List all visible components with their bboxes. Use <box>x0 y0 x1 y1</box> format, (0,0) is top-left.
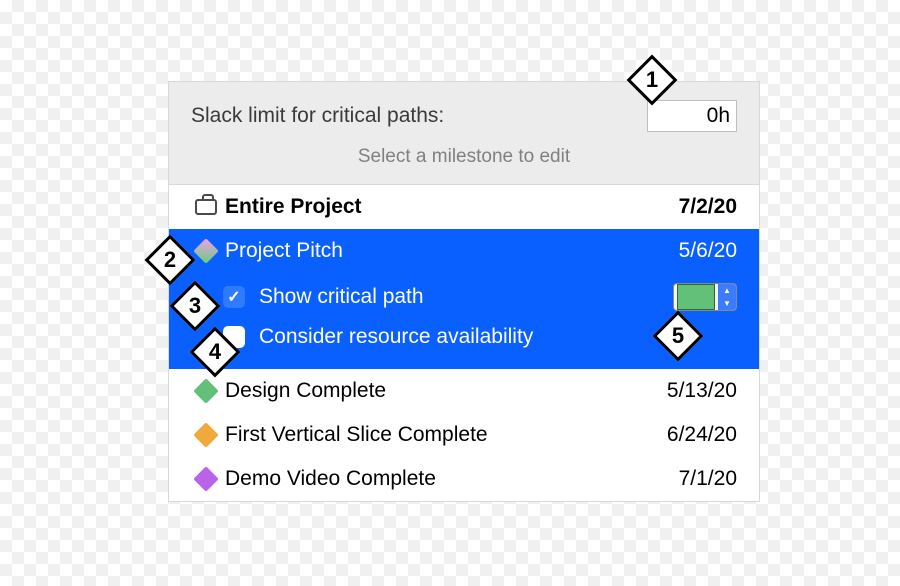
milestone-date: 5/6/20 <box>679 239 737 263</box>
milestone-row-demo-video[interactable]: Demo Video Complete 7/1/20 <box>169 457 759 501</box>
milestone-label: Entire Project <box>225 195 679 219</box>
option-label: Show critical path <box>259 285 424 309</box>
popup-stepper-icon: ▲▼ <box>718 284 736 310</box>
checkbox-show-critical-path[interactable]: ✓ <box>223 286 245 308</box>
milestone-label: Project Pitch <box>225 239 679 263</box>
slack-limit-label: Slack limit for critical paths: <box>191 104 444 128</box>
check-icon: ✓ <box>227 287 240 307</box>
diamond-icon <box>187 382 225 400</box>
milestone-date: 6/24/20 <box>667 423 737 447</box>
slack-limit-row: Slack limit for critical paths: <box>191 100 737 132</box>
briefcase-icon <box>187 199 225 215</box>
critical-path-color-popup[interactable]: ▲▼ <box>673 283 737 311</box>
panel-subhead: Select a milestone to edit <box>191 146 737 168</box>
diamond-icon <box>187 470 225 488</box>
milestones-panel: Slack limit for critical paths: Select a… <box>168 81 760 502</box>
milestone-date: 7/1/20 <box>679 467 737 491</box>
callout-4: 4 <box>195 332 235 372</box>
milestone-row-first-vertical-slice[interactable]: First Vertical Slice Complete 6/24/20 <box>169 413 759 457</box>
callout-1: 1 <box>632 60 672 100</box>
milestone-date: 7/2/20 <box>679 195 737 219</box>
milestone-row-entire-project[interactable]: Entire Project 7/2/20 <box>169 185 759 229</box>
slack-limit-input[interactable] <box>647 100 737 132</box>
milestone-label: Demo Video Complete <box>225 467 679 491</box>
milestone-row-project-pitch[interactable]: Project Pitch 5/6/20 <box>169 229 759 273</box>
milestone-row-design-complete[interactable]: Design Complete 5/13/20 <box>169 369 759 413</box>
milestone-label: First Vertical Slice Complete <box>225 423 667 447</box>
color-swatch <box>677 284 715 310</box>
option-label: Consider resource availability <box>259 325 533 349</box>
callout-5: 5 <box>658 316 698 356</box>
callout-3: 3 <box>175 286 215 326</box>
diamond-icon <box>187 426 225 444</box>
option-show-critical-path: ✓ Show critical path ▲▼ <box>223 277 737 317</box>
milestone-date: 5/13/20 <box>667 379 737 403</box>
milestone-label: Design Complete <box>225 379 667 403</box>
callout-2: 2 <box>150 240 190 280</box>
